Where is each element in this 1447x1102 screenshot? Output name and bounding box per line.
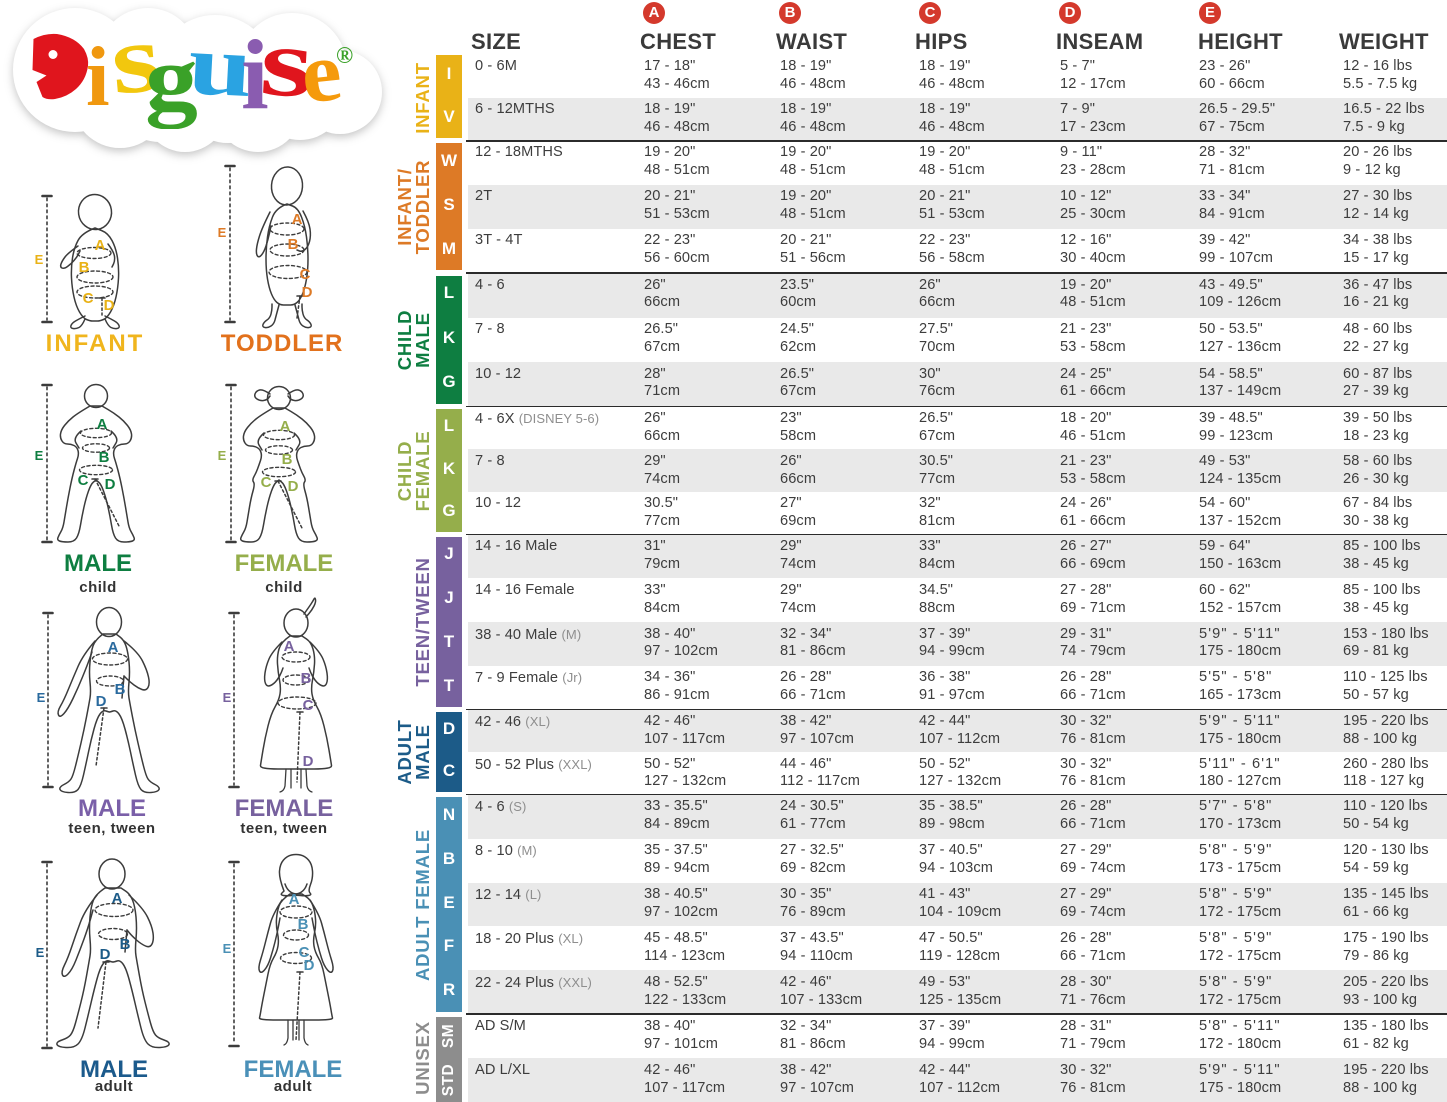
svg-text:D: D [303,753,314,770]
svg-text:A: A [284,638,295,655]
svg-text:C: C [299,944,310,961]
svg-text:B: B [99,449,110,466]
svg-text:A: A [95,237,106,254]
svg-text:A: A [289,891,300,908]
svg-text:B: B [115,681,126,698]
svg-text:E: E [35,252,44,267]
svg-text:E: E [223,690,232,705]
svg-text:E: E [223,941,232,956]
svg-text:D: D [288,478,299,495]
svg-text:INFANT: INFANT [46,330,145,357]
svg-text:A: A [97,416,108,433]
svg-text:teen, tween: teen, tween [240,820,327,837]
svg-text:E: E [35,448,44,463]
svg-text:B: B [298,916,309,933]
svg-text:child: child [265,579,303,596]
svg-text:D: D [96,693,107,710]
svg-text:adult: adult [95,1078,133,1095]
svg-text:D: D [304,957,315,974]
svg-text:C: C [83,290,94,307]
svg-text:teen, tween: teen, tween [68,820,155,837]
svg-text:A: A [108,639,119,656]
svg-text:E: E [218,448,227,463]
svg-text:MALE: MALE [80,1056,148,1083]
svg-text:MALE: MALE [64,550,132,577]
svg-text:adult: adult [274,1078,312,1095]
svg-text:FEMALE: FEMALE [235,795,334,822]
svg-text:C: C [78,472,89,489]
svg-text:E: E [218,225,227,240]
svg-text:D: D [104,297,115,314]
svg-text:MALE: MALE [78,795,146,822]
svg-text:C: C [303,697,314,714]
svg-text:D: D [100,946,111,963]
svg-text:B: B [120,936,131,953]
svg-text:D: D [302,284,313,301]
svg-text:FEMALE: FEMALE [235,550,334,577]
svg-text:FEMALE: FEMALE [244,1056,343,1083]
svg-text:A: A [292,211,303,228]
svg-text:C: C [261,474,272,491]
svg-text:B: B [282,451,293,468]
svg-text:C: C [300,266,311,283]
svg-text:TODDLER: TODDLER [221,330,344,357]
svg-text:B: B [288,236,299,253]
svg-text:A: A [280,418,291,435]
svg-text:A: A [112,890,123,907]
svg-text:child: child [79,579,117,596]
svg-text:B: B [301,670,312,687]
svg-text:E: E [36,945,45,960]
svg-text:E: E [37,690,46,705]
svg-text:B: B [79,259,90,276]
svg-text:D: D [105,476,116,493]
